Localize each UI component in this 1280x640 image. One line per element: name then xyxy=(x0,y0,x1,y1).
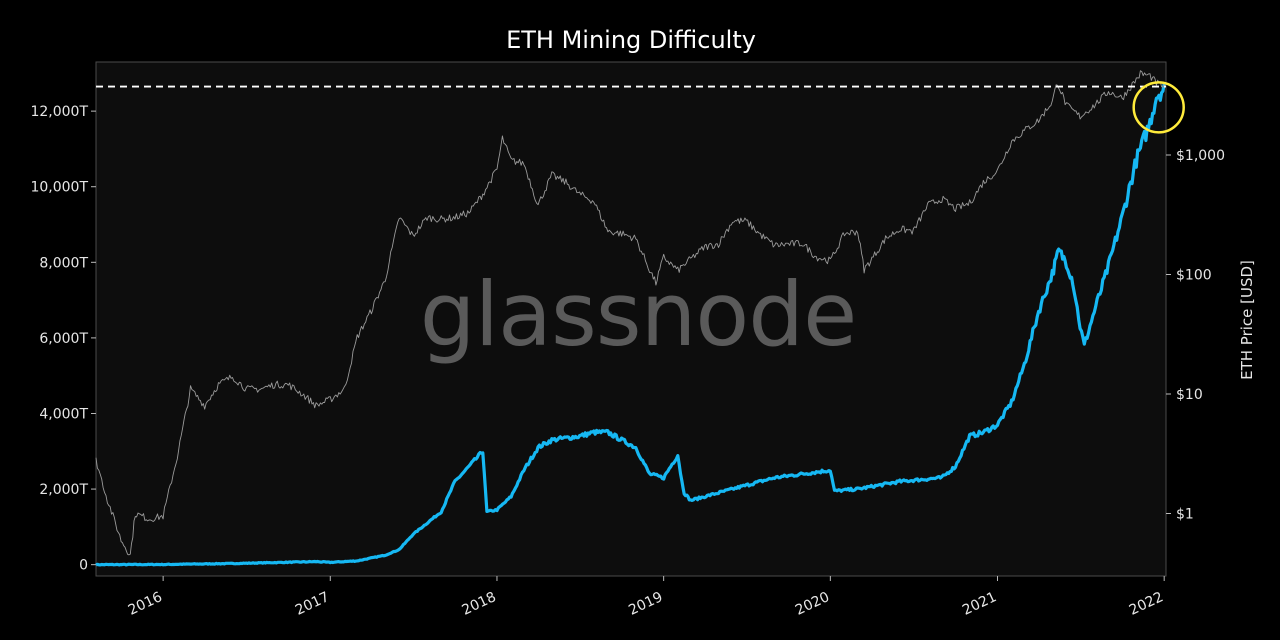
left-tick-label: 4,000T xyxy=(39,406,88,422)
difficulty-series-line xyxy=(95,83,1166,567)
overlay-layer xyxy=(96,81,1185,134)
left-tick-label: 2,000T xyxy=(39,482,88,498)
tick-marks xyxy=(91,110,1171,581)
right-tick-label: $1,000 xyxy=(1176,148,1225,164)
watermark: glassnode xyxy=(420,263,857,366)
right-tick-label: $10 xyxy=(1176,387,1203,403)
right-tick-label: $100 xyxy=(1176,268,1212,284)
chart-title: ETH Mining Difficulty xyxy=(506,26,756,54)
highlight-circle xyxy=(1132,81,1185,134)
price-series-line xyxy=(95,70,1165,556)
left-tick-label: 12,000T xyxy=(30,104,88,120)
series-layer xyxy=(95,70,1166,567)
left-tick-label: 8,000T xyxy=(39,255,88,271)
right-axis-label: ETH Price [USD] xyxy=(1238,260,1256,380)
plot-area xyxy=(95,61,1167,577)
right-tick-label: $1 xyxy=(1176,507,1194,523)
left-tick-label: 6,000T xyxy=(39,331,88,347)
left-tick-label: 10,000T xyxy=(30,180,88,196)
left-tick-label: 0 xyxy=(79,558,88,574)
